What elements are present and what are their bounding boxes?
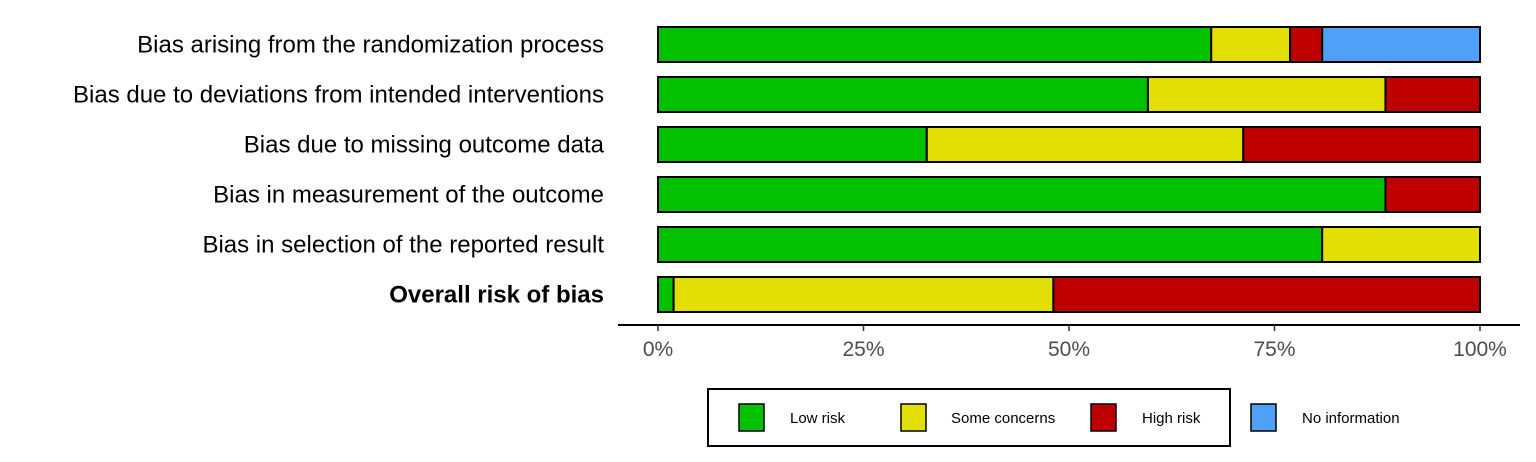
category-label-bias-due-to-deviations-from-intended-interventions: Bias due to deviations from intended int… [73,82,604,109]
legend-label-some-concerns: Some concerns [951,410,1055,427]
bar-segment-no-information-row-1 [1321,26,1482,63]
legend-box [707,388,1231,447]
bar-segment-some-concerns-row-3 [925,126,1245,163]
category-label-bias-in-selection-of-the-reported-result: Bias in selection of the reported result [202,232,604,259]
legend: Low risk Some concerns High risk No informa… [707,388,1400,447]
legend-label-no-information: No information [1302,410,1400,427]
category-label-overall-risk-of-bias: Overall risk of bias [389,282,604,309]
category-label-bias-in-measurement-of-the-outcome: Bias in measurement of the outcome [213,182,604,209]
bar-segment-high-risk-row-6 [1052,276,1481,313]
bar-segment-low-risk-row-5 [657,226,1324,263]
x-axis: 0% 25% 50% 75% 100% [618,324,1520,361]
bar-segment-low-risk-row-4 [657,176,1387,213]
x-tick-label: 0% [643,338,673,361]
legend-swatch-low-risk [738,403,765,432]
bar-segment-some-concerns-row-2 [1146,76,1387,113]
bar-segment-low-risk-row-1 [657,26,1213,63]
bar-segment-low-risk-row-2 [657,76,1149,113]
legend-swatch-some-concerns [900,403,927,432]
bar-segment-low-risk-row-3 [657,126,928,163]
bars-layer [657,26,1482,313]
bar-segment-some-concerns-row-6 [672,276,1055,313]
legend-label-high-risk: High risk [1142,410,1201,427]
legend-label-low-risk: Low risk [790,410,846,427]
category-labels: Bias arising from the randomization proc… [73,32,605,309]
x-tick-label: 100% [1453,338,1507,361]
bar-segment-high-risk-row-4 [1384,176,1481,213]
x-tick-label: 50% [1048,338,1090,361]
bar-segment-some-concerns-row-1 [1210,26,1292,63]
x-tick-label: 25% [842,338,884,361]
x-tick-label: 75% [1253,338,1295,361]
bar-segment-high-risk-row-2 [1384,76,1481,113]
bar-segment-high-risk-row-3 [1242,126,1482,163]
category-label-bias-arising-from-the-randomization-process: Bias arising from the randomization proc… [137,32,604,59]
bar-segment-high-risk-row-1 [1289,26,1324,63]
bar-segment-low-risk-row-6 [657,276,675,313]
category-label-bias-due-to-missing-outcome-data: Bias due to missing outcome data [244,132,605,159]
bar-segment-some-concerns-row-5 [1321,226,1482,263]
legend-swatch-high-risk [1090,403,1117,432]
legend-swatch-no-information [1250,403,1277,432]
